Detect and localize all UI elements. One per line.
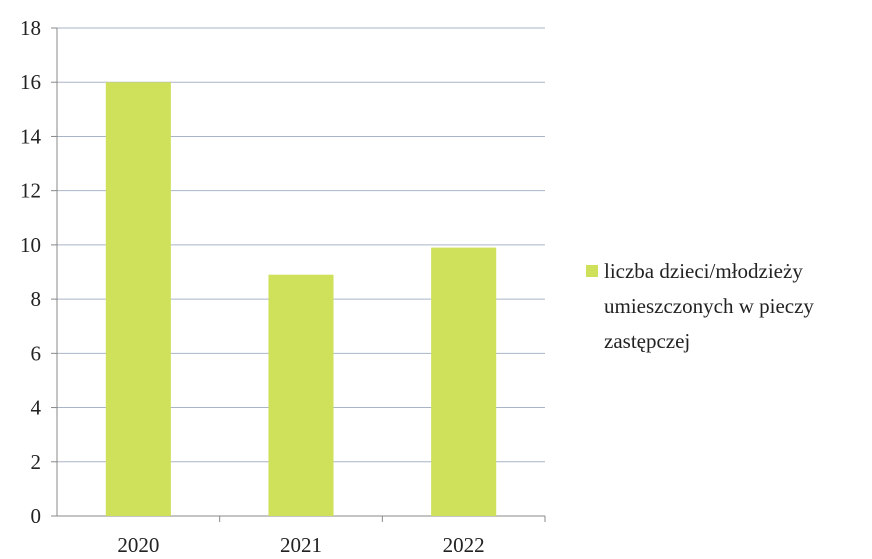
legend-label-line-2: umieszczonych w pieczy xyxy=(604,294,814,318)
bar-2021 xyxy=(268,274,334,516)
y-tick-label-16: 16 xyxy=(20,70,41,94)
y-tick-label-8: 8 xyxy=(31,287,42,311)
x-tick-label-2021: 2021 xyxy=(280,533,322,557)
x-tick-label-2020: 2020 xyxy=(117,533,159,557)
y-tick-label-4: 4 xyxy=(31,396,42,420)
legend-label: liczba dzieci/młodzieży umieszczonych w … xyxy=(604,259,819,353)
legend-label-line-3: zastępczej xyxy=(604,329,690,353)
bar-2020 xyxy=(105,82,171,516)
bars xyxy=(105,82,497,516)
legend-swatch xyxy=(586,265,598,277)
y-tick-label-6: 6 xyxy=(31,341,42,365)
legend-label-line-1: liczba dzieci/młodzieży xyxy=(604,259,803,283)
x-axis-tick-labels: 2020 2021 2022 xyxy=(117,533,484,557)
legend: liczba dzieci/młodzieży umieszczonych w … xyxy=(586,259,819,353)
y-axis-tick-labels: 0 2 4 6 8 10 12 14 16 18 xyxy=(20,16,42,528)
y-tick-label-18: 18 xyxy=(20,16,41,40)
bar-2022 xyxy=(431,247,497,516)
y-tick-label-0: 0 xyxy=(31,504,42,528)
y-tick-label-2: 2 xyxy=(31,450,42,474)
y-tick-label-12: 12 xyxy=(20,179,41,203)
y-tick-label-10: 10 xyxy=(20,233,41,257)
x-tick-label-2022: 2022 xyxy=(443,533,485,557)
y-tick-label-14: 14 xyxy=(20,124,42,148)
